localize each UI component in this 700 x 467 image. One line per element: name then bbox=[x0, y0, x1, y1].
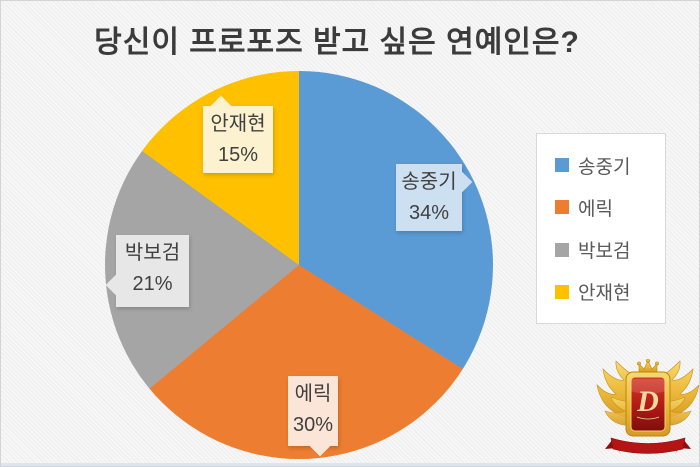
legend-swatch-icon bbox=[555, 200, 569, 215]
legend-label: 박보검 bbox=[578, 241, 631, 263]
legend-label: 에릭 bbox=[578, 198, 613, 220]
pie-label-percent: 34% bbox=[408, 202, 450, 224]
pie-label-name: 송중기 bbox=[401, 171, 457, 193]
pie-label-eric: 에릭 30% bbox=[288, 376, 338, 457]
legend-swatch-icon bbox=[555, 158, 569, 173]
legend-label: 안재현 bbox=[578, 283, 631, 305]
chart-title: 당신이 프로포즈 받고 싶은 연예인은? bbox=[94, 26, 580, 59]
legend-swatch-icon bbox=[555, 242, 569, 257]
legend-item-park-bo-gum: 박보검 bbox=[555, 236, 665, 263]
legend-label: 송중기 bbox=[578, 156, 631, 178]
pie-label-name: 에릭 bbox=[294, 383, 332, 405]
pie-label-percent: 15% bbox=[217, 144, 259, 166]
bottom-border-line bbox=[1, 463, 699, 466]
legend-item-eric: 에릭 bbox=[555, 194, 665, 221]
pie-label-name: 박보검 bbox=[124, 242, 181, 264]
emblem-letter: D bbox=[636, 385, 659, 418]
shield-icon: D bbox=[625, 371, 671, 437]
pie-label-ahn-jae-hyun: 안재현 15% bbox=[203, 95, 273, 173]
pie-label-name: 안재현 bbox=[210, 113, 266, 135]
legend-item-ahn-jae-hyun: 안재현 bbox=[555, 278, 665, 305]
legend: 송중기 에릭 박보검 안재현 bbox=[536, 133, 666, 324]
brand-emblem-logo: D bbox=[595, 358, 699, 461]
crown-icon bbox=[637, 358, 659, 373]
legend-swatch-icon bbox=[555, 284, 569, 299]
pie-label-percent: 30% bbox=[292, 414, 334, 436]
pie-label-park-bo-gum: 박보검 21% bbox=[105, 235, 189, 307]
pie-label-song-joong-ki: 송중기 34% bbox=[396, 164, 473, 231]
emblem-graphic: D bbox=[596, 358, 699, 454]
ribbon-icon bbox=[605, 437, 691, 454]
legend-item-song-joong-ki: 송중기 bbox=[555, 152, 665, 179]
pie-label-percent: 21% bbox=[132, 273, 173, 295]
